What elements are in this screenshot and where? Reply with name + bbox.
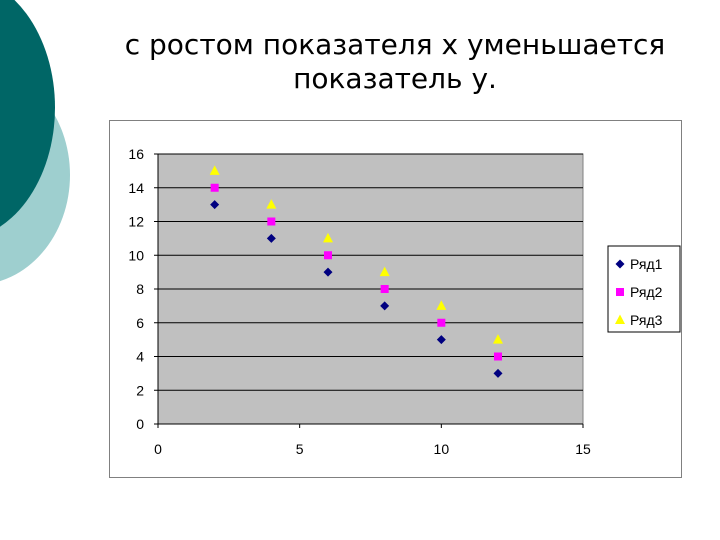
- y-tick-label: 2: [136, 382, 144, 398]
- series-3-point: [379, 266, 390, 277]
- series-3-point: [493, 334, 503, 344]
- y-tick-label: 0: [136, 416, 144, 432]
- y-tick-label: 10: [128, 247, 144, 263]
- gridlines: [158, 153, 583, 391]
- legend-label-3: Ряд3: [630, 312, 663, 328]
- series-1-point: [323, 267, 333, 277]
- series-2-point: [380, 285, 389, 293]
- y-tick-label: 4: [136, 349, 144, 365]
- x-tick-label: 15: [575, 441, 591, 457]
- slide-title-line-2: показатель у.: [293, 62, 497, 95]
- legend-label-2: Ряд2: [630, 284, 663, 300]
- legend-marker-3: [615, 314, 625, 324]
- series-1-point: [210, 200, 220, 210]
- series-3-point: [323, 232, 333, 243]
- y-tick-label: 16: [128, 146, 144, 162]
- series-1-point: [266, 233, 276, 243]
- slide-title-line-1: с ростом показателя х уменьшается: [124, 28, 666, 61]
- y-tick-label: 8: [136, 281, 144, 297]
- slide-title: с ростом показателя х уменьшается показа…: [95, 28, 695, 96]
- series-2-point: [324, 251, 332, 260]
- series-2-point: [494, 352, 502, 361]
- legend: Ряд1 Ряд2 Ряд3: [607, 245, 681, 333]
- series-3-point: [209, 165, 220, 175]
- x-tick-label: 0: [154, 441, 162, 457]
- series-2-point: [267, 217, 276, 226]
- series-1-point: [493, 368, 503, 378]
- series-2-point: [437, 318, 446, 327]
- legend-marker-2: [616, 288, 624, 296]
- tick-labels: 0 2 4 6 8 10 12 14 16 0 5 10 15: [128, 146, 591, 457]
- y-tick-label: 6: [136, 315, 144, 331]
- x-tick-label: 5: [296, 441, 304, 457]
- legend-marker-1: [615, 259, 625, 269]
- series-1-point: [380, 301, 390, 311]
- x-tick-label: 10: [434, 441, 450, 457]
- series-3-point: [436, 300, 447, 310]
- data-points: [209, 165, 503, 378]
- series-2-point: [210, 183, 219, 192]
- series-1-point: [436, 335, 446, 345]
- axes: [154, 153, 584, 428]
- legend-label-1: Ряд1: [630, 256, 663, 272]
- series-3-point: [266, 199, 277, 209]
- y-tick-label: 12: [128, 214, 144, 230]
- y-tick-label: 14: [128, 180, 144, 196]
